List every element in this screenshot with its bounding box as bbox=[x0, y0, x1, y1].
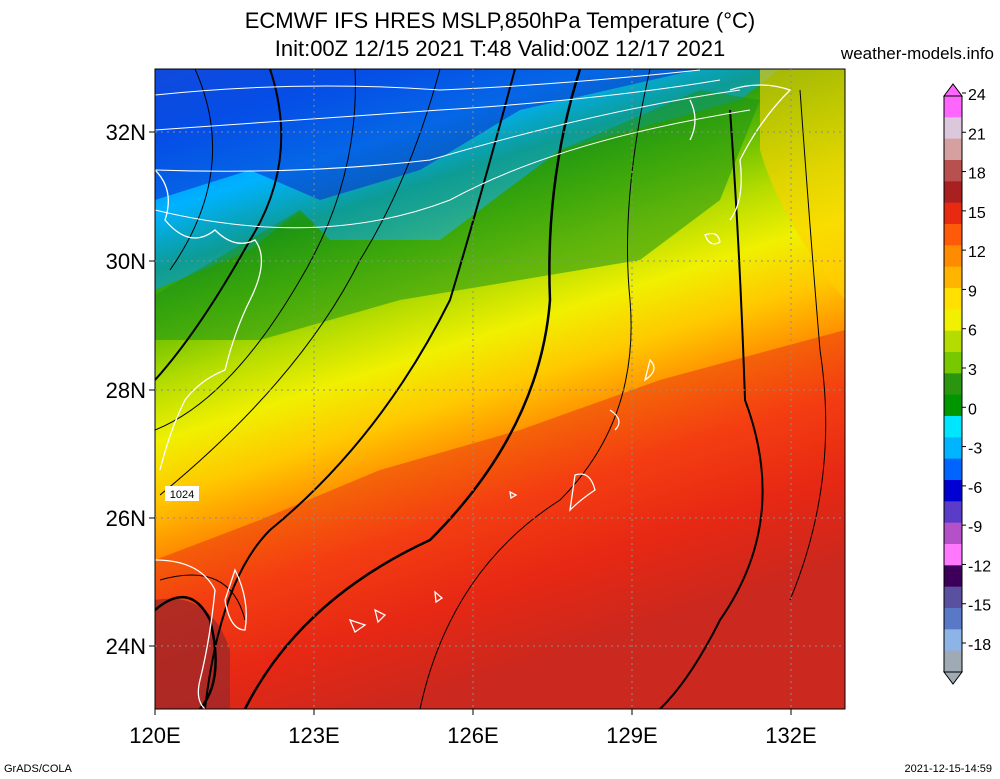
colorbar-labels: 24 21 18 15 12 9 6 3 0 -3 -6 -9 -12 -15 -18 bbox=[962, 87, 991, 654]
lon-label: 123E bbox=[288, 723, 339, 748]
colorbar-label: 6 bbox=[968, 323, 977, 340]
colorbar-swatch bbox=[944, 501, 962, 524]
lon-label: 129E bbox=[606, 723, 657, 748]
colorbar bbox=[943, 83, 963, 685]
lat-lon-grid bbox=[155, 69, 845, 709]
lat-label: 24N bbox=[106, 634, 146, 659]
colorbar-swatch bbox=[944, 394, 962, 417]
colorbar-swatch bbox=[944, 309, 962, 332]
colorbar-swatch bbox=[944, 224, 962, 246]
colorbar-label: 24 bbox=[968, 87, 986, 104]
colorbar-label: 9 bbox=[968, 283, 977, 300]
title-line-1: ECMWF IFS HRES MSLP,850hPa Temperature (… bbox=[244, 8, 756, 33]
lat-label: 30N bbox=[106, 249, 146, 274]
colorbar-swatch bbox=[944, 96, 962, 118]
lon-label: 132E bbox=[765, 723, 816, 748]
longitude-labels: 120E 123E 126E 129E 132E bbox=[129, 723, 816, 748]
colorbar-swatch bbox=[944, 160, 962, 182]
colorbar-label: 12 bbox=[968, 244, 986, 261]
colorbar-swatch bbox=[944, 650, 962, 673]
colorbar-swatch bbox=[944, 416, 962, 438]
colorbar-label: -6 bbox=[968, 480, 982, 497]
title-line-2: Init:00Z 12/15 2021 T:48 Valid:00Z 12/17… bbox=[274, 36, 726, 61]
colorbar-label: -3 bbox=[968, 441, 982, 458]
lon-label: 120E bbox=[129, 723, 180, 748]
credit-left: GrADS/COLA bbox=[4, 763, 72, 775]
colorbar-swatch bbox=[944, 522, 962, 545]
colorbar-swatch bbox=[944, 437, 962, 460]
colorbar-swatch bbox=[944, 608, 962, 630]
latitude-labels: 32N 30N 28N 26N 24N bbox=[106, 120, 146, 659]
colorbar-swatch bbox=[944, 544, 962, 566]
colorbar-label: 15 bbox=[968, 205, 986, 222]
lat-label: 32N bbox=[106, 120, 146, 145]
colorbar-swatch bbox=[944, 458, 962, 481]
colorbar-swatch bbox=[944, 245, 962, 268]
colorbar-swatch bbox=[944, 352, 962, 374]
colorbar-swatch bbox=[944, 480, 962, 502]
colorbar-swatch bbox=[944, 202, 962, 225]
isotherms bbox=[155, 69, 751, 229]
credit-right: 2021-12-15-14:59 bbox=[904, 763, 992, 775]
map-frame bbox=[154, 68, 846, 710]
colorbar-swatch bbox=[944, 117, 962, 140]
isobar-label-box bbox=[165, 486, 199, 501]
colorbar-swatch bbox=[944, 373, 962, 396]
colorbar-label: -12 bbox=[968, 558, 991, 575]
colorbar-bottom-arrow bbox=[943, 671, 963, 685]
colorbar-label: 18 bbox=[968, 166, 986, 183]
colorbar-frame bbox=[943, 95, 963, 673]
colorbar-swatch bbox=[944, 586, 962, 609]
colorbar-label: -9 bbox=[968, 519, 982, 536]
axis-ticks bbox=[149, 131, 792, 715]
lat-label: 28N bbox=[106, 378, 146, 403]
colorbar-top-arrow bbox=[943, 83, 963, 97]
colorbar-label: -18 bbox=[968, 637, 991, 654]
colorbar-swatch bbox=[944, 330, 962, 353]
source-label: weather-models.info bbox=[840, 44, 994, 63]
map-area bbox=[155, 69, 845, 709]
colorbar-label: 0 bbox=[968, 401, 977, 418]
isobar-label: 1024 bbox=[170, 489, 194, 501]
isobars bbox=[155, 69, 827, 709]
colorbar-swatch bbox=[944, 565, 962, 588]
colorbar-swatch bbox=[944, 181, 962, 204]
colorbar-label: 3 bbox=[968, 362, 977, 379]
lat-label: 26N bbox=[106, 506, 146, 531]
lon-label: 126E bbox=[447, 723, 498, 748]
colorbar-label: 21 bbox=[968, 126, 986, 143]
colorbar-swatch bbox=[944, 288, 962, 310]
colorbar-swatch bbox=[944, 138, 962, 161]
coastlines bbox=[155, 84, 792, 709]
colorbar-label: -15 bbox=[968, 598, 991, 615]
colorbar-swatch bbox=[944, 629, 962, 652]
colorbar-swatch bbox=[944, 266, 962, 289]
